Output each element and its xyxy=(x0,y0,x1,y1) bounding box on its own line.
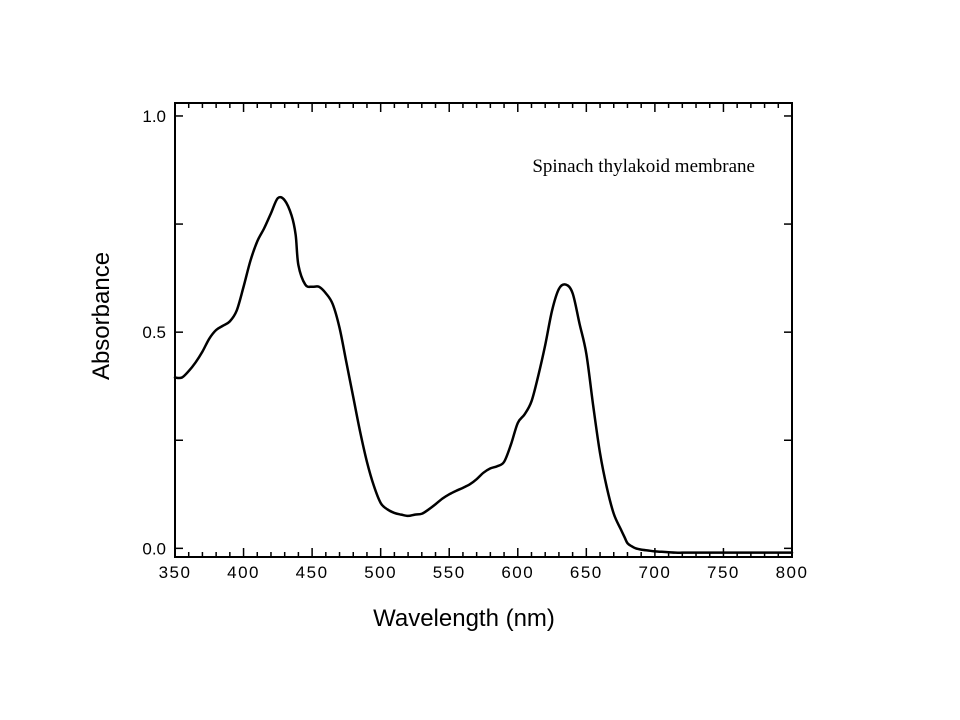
x-tick-label: 600 xyxy=(501,563,534,582)
tick-labels-layer: 350 400 450 500 550 600 650 700 750 800 0.0 0.5 1.0 xyxy=(142,107,809,582)
y-axis-title: Absorbance xyxy=(88,252,115,380)
x-tick-label: 450 xyxy=(296,563,329,582)
ticks-layer xyxy=(174,103,793,557)
x-tick-label: 700 xyxy=(638,563,671,582)
x-tick-label: 350 xyxy=(159,563,192,582)
x-axis-title: Wavelength (nm) xyxy=(373,605,555,632)
y-tick-label: 0.0 xyxy=(142,539,166,558)
annotation-text: Spinach thylakoid membrane xyxy=(532,156,755,177)
y-tick-label: 0.5 xyxy=(142,323,166,342)
x-tick-label: 400 xyxy=(227,563,260,582)
x-tick-label: 500 xyxy=(364,563,397,582)
y-tick-label: 1.0 xyxy=(142,107,166,126)
x-tick-label: 650 xyxy=(570,563,603,582)
x-tick-label: 550 xyxy=(433,563,466,582)
absorbance-spectrum-line xyxy=(173,195,794,554)
x-tick-label: 800 xyxy=(776,563,809,582)
x-tick-label: 750 xyxy=(707,563,740,582)
plot-frame xyxy=(174,102,793,558)
